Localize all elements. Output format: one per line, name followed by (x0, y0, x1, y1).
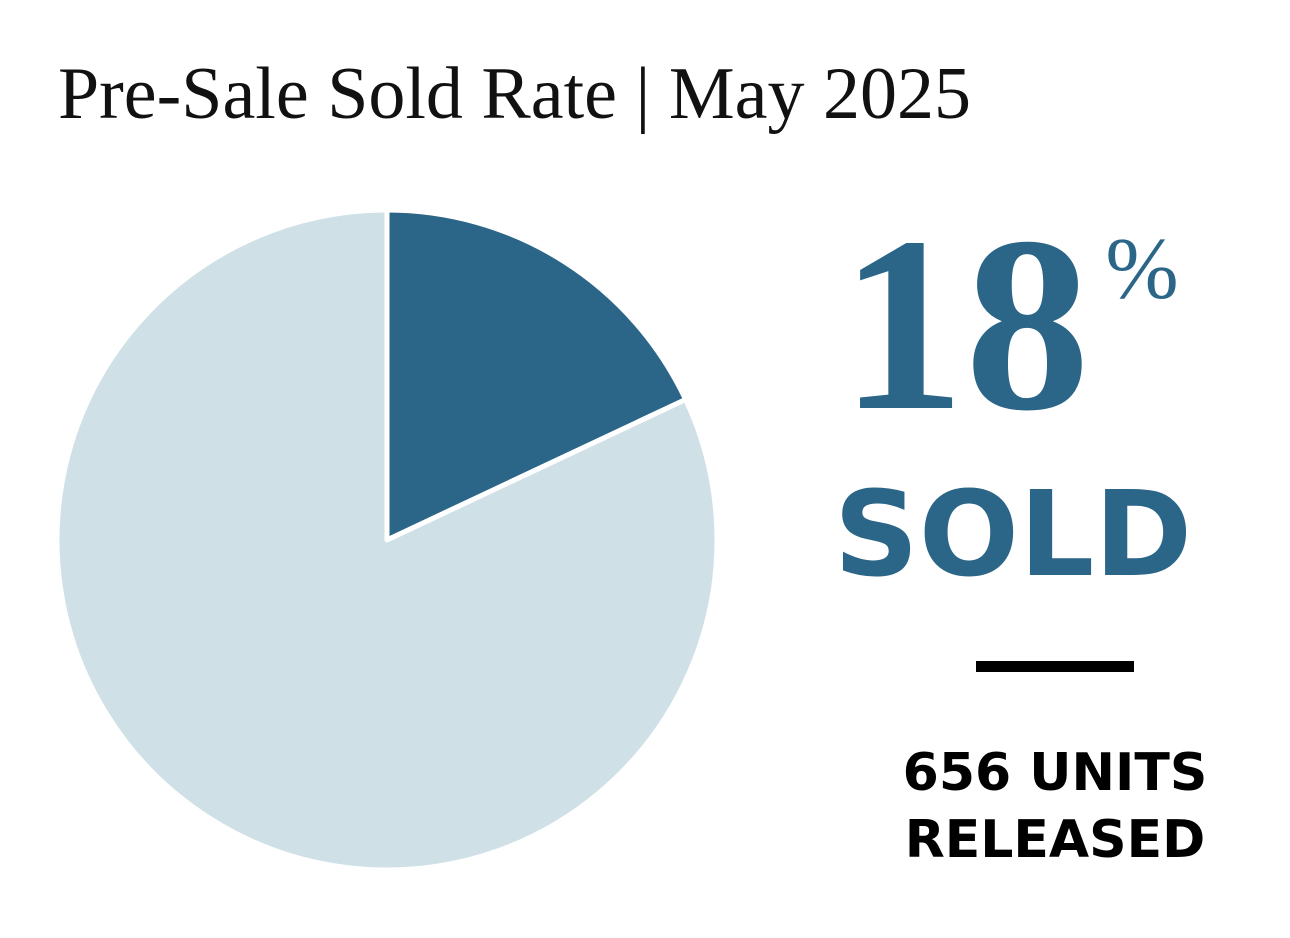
pie-slice (384, 207, 689, 543)
divider (976, 661, 1134, 672)
pie (54, 207, 720, 873)
pie-slice (54, 207, 720, 873)
headline-unit: % (1105, 221, 1178, 318)
headline-value: 18 (840, 186, 1090, 463)
headline-label: SOLD (834, 465, 1192, 603)
annotation-line: RELEASED (905, 810, 1206, 870)
annotation-line: 656 UNITS (903, 743, 1208, 803)
chart-title: Pre-Sale Sold Rate | May 2025 (58, 53, 971, 135)
